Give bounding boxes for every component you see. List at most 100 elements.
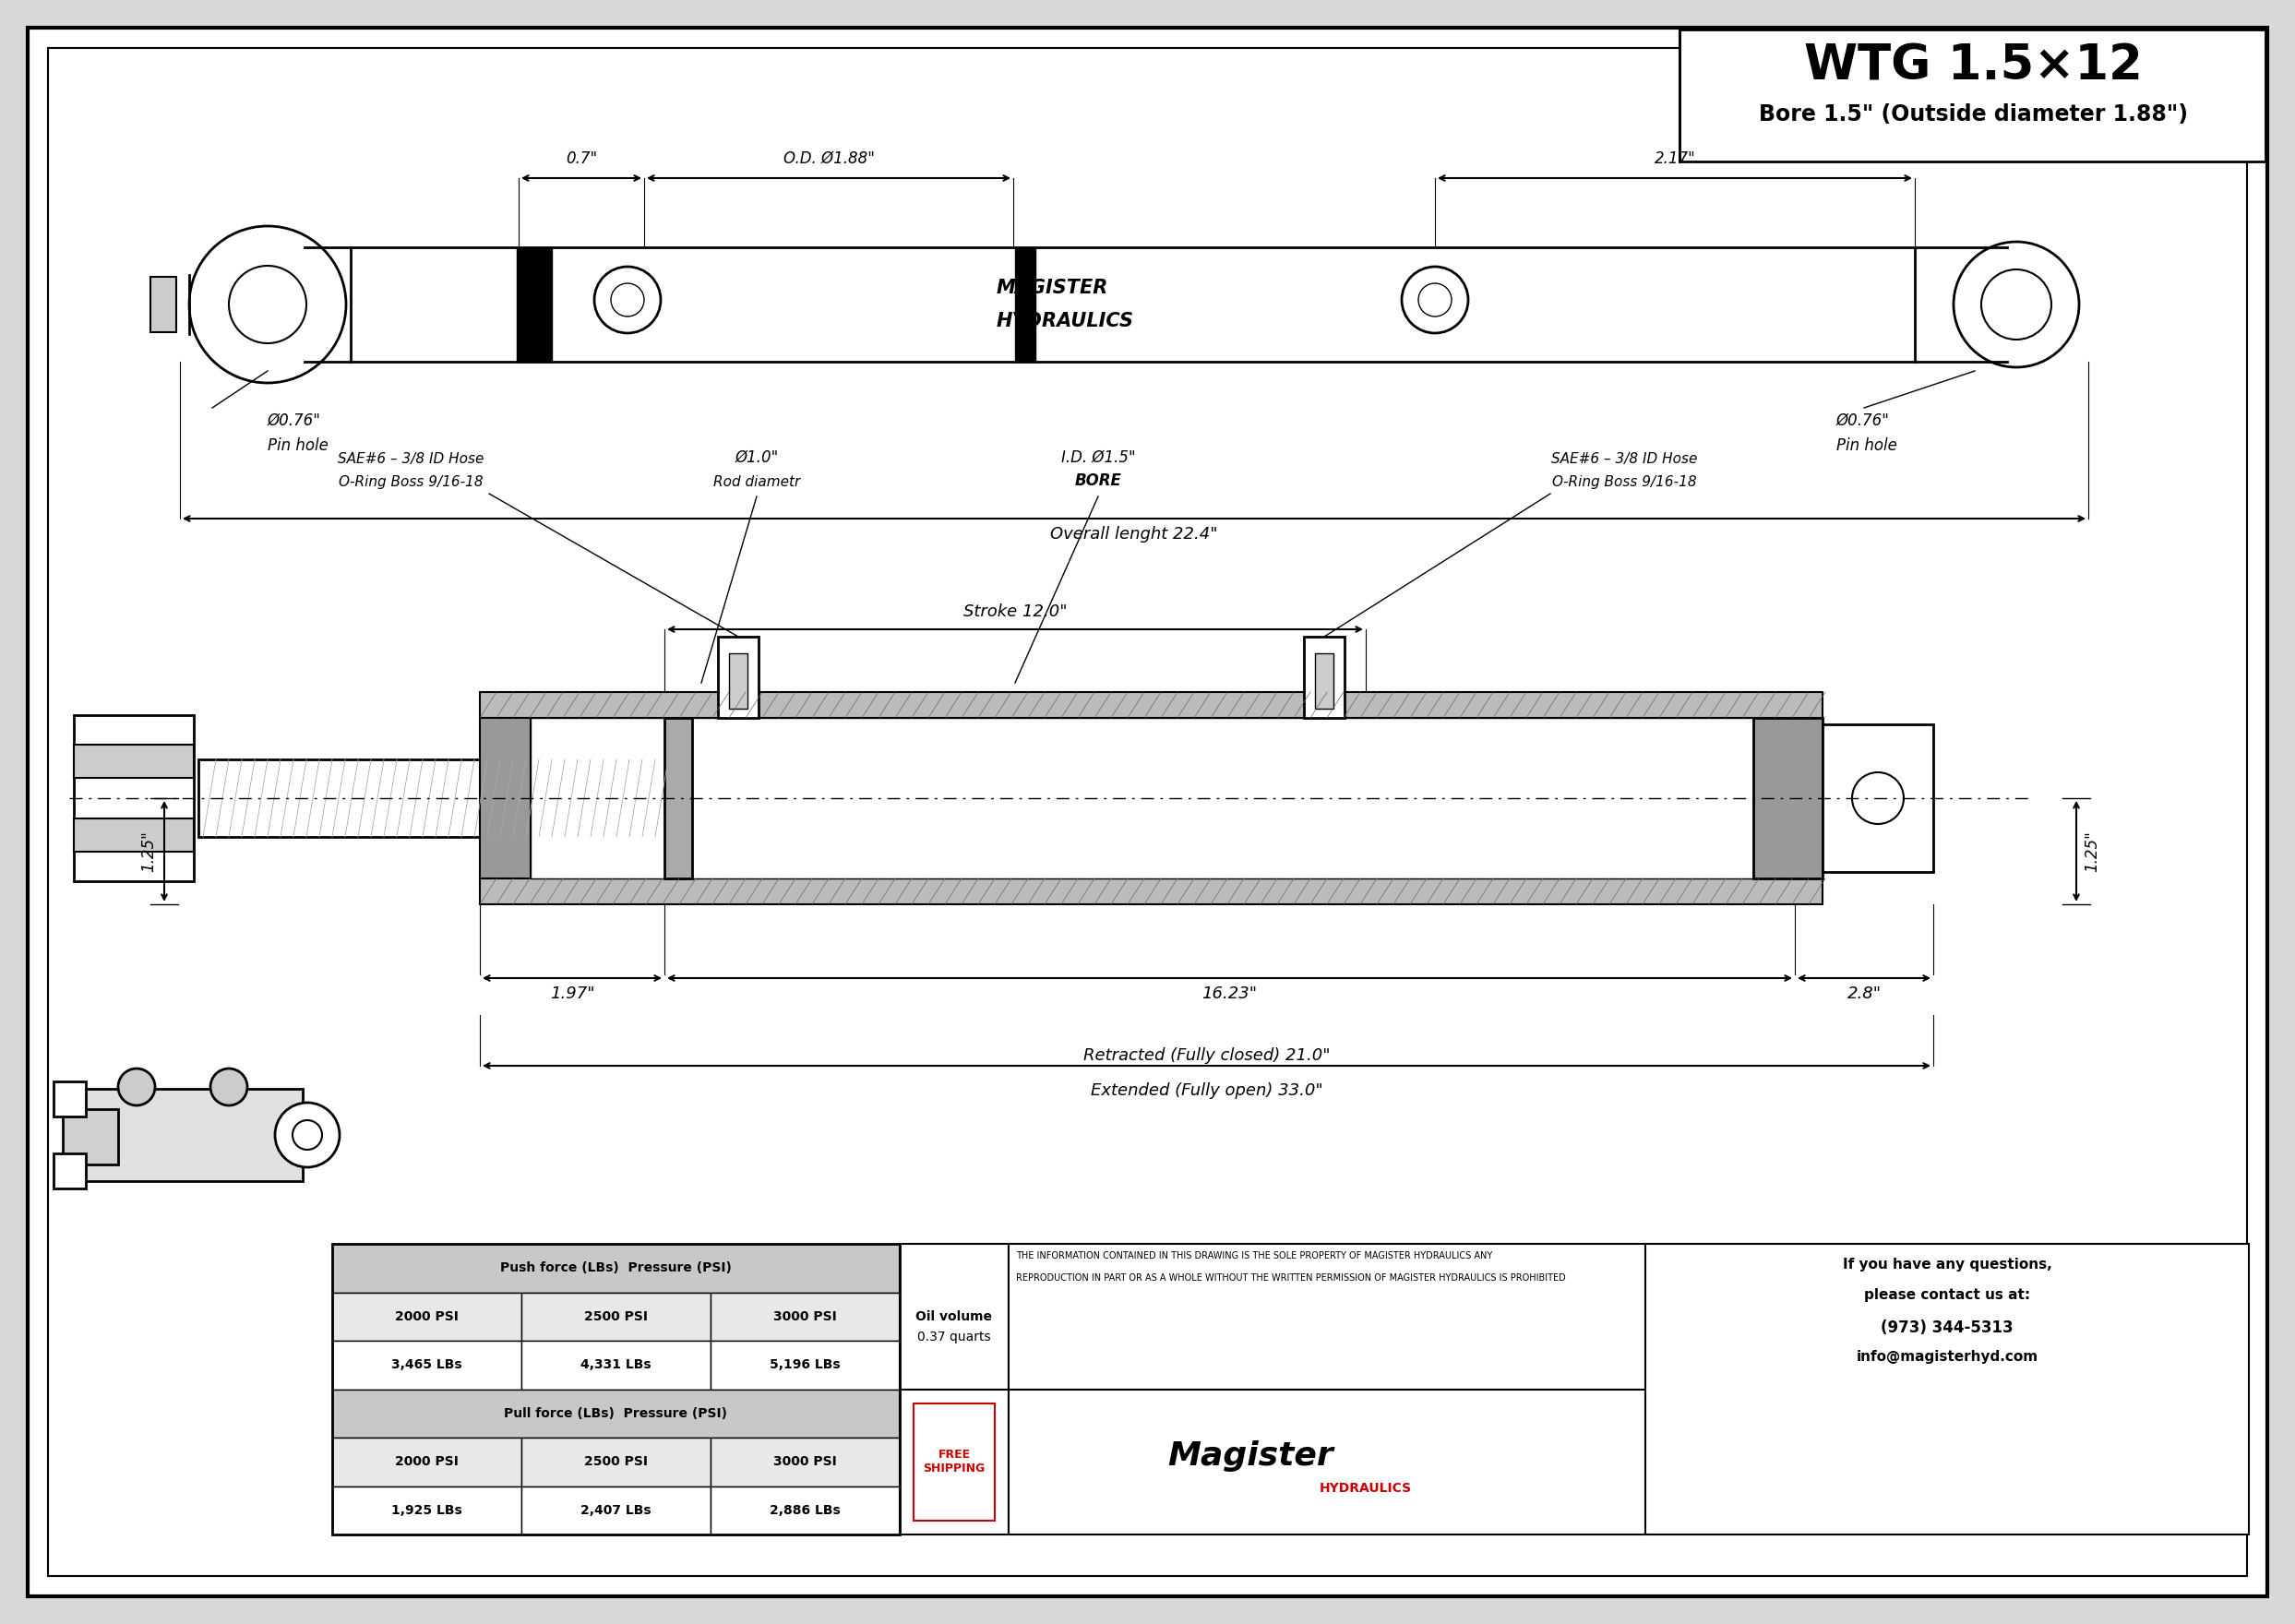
Text: 2500 PSI: 2500 PSI [585, 1455, 647, 1468]
Circle shape [1953, 242, 2079, 367]
Bar [53, 1082, 85, 1117]
Bar [80, 1088, 303, 1181]
Text: BORE: BORE [1074, 473, 1122, 489]
Bar [73, 715, 193, 882]
Text: info@magisterhyd.com: info@magisterhyd.com [1857, 1350, 2038, 1364]
Text: Bore 1.5" (Outside diameter 1.88"): Bore 1.5" (Outside diameter 1.88") [1758, 104, 2187, 125]
Text: Stroke 12.0": Stroke 12.0" [964, 604, 1067, 620]
Bar [333, 1244, 900, 1535]
Text: If you have any questions,: If you have any questions, [1843, 1257, 2052, 1272]
Text: REPRODUCTION IN PART OR AS A WHOLE WITHOUT THE WRITTEN PERMISSION OF MAGISTER HY: REPRODUCTION IN PART OR AS A WHOLE WITHO… [1017, 1273, 1565, 1283]
Bar [1646, 1244, 2249, 1535]
Circle shape [291, 1121, 321, 1150]
Circle shape [117, 1069, 156, 1106]
Bar [480, 692, 1822, 718]
Text: Ø0.76": Ø0.76" [269, 412, 321, 429]
Text: 3000 PSI: 3000 PSI [773, 1455, 838, 1468]
Bar [711, 1341, 900, 1389]
Text: THE INFORMATION CONTAINED IN THIS DRAWING IS THE SOLE PROPERTY OF MAGISTER HYDRA: THE INFORMATION CONTAINED IN THIS DRAWIN… [1017, 1250, 1492, 1260]
Bar [151, 276, 177, 333]
Bar [351, 247, 1914, 362]
Bar [521, 1293, 711, 1341]
Bar [718, 637, 760, 718]
Circle shape [188, 226, 347, 383]
Circle shape [1981, 270, 2052, 339]
Text: Ø0.76": Ø0.76" [1836, 412, 1889, 429]
Circle shape [1418, 283, 1450, 317]
Text: Oil volume: Oil volume [916, 1311, 991, 1324]
Text: SAE#6 – 3/8 ID Hose: SAE#6 – 3/8 ID Hose [1551, 451, 1698, 466]
Text: Extended (Fully open) 33.0": Extended (Fully open) 33.0" [1090, 1082, 1322, 1099]
Bar [333, 1389, 900, 1437]
Text: 2000 PSI: 2000 PSI [395, 1311, 459, 1324]
Text: O.D. Ø1.88": O.D. Ø1.88" [783, 151, 874, 167]
Text: 2,407 LBs: 2,407 LBs [581, 1504, 652, 1517]
Text: Push force (LBs)  Pressure (PSI): Push force (LBs) Pressure (PSI) [500, 1262, 732, 1275]
Bar [711, 1293, 900, 1341]
Text: please contact us at:: please contact us at: [1864, 1288, 2031, 1302]
Text: Pin hole: Pin hole [1836, 437, 1898, 455]
Bar [530, 718, 1753, 879]
Bar [1315, 653, 1333, 708]
Text: I.D. Ø1.5": I.D. Ø1.5" [1060, 450, 1136, 466]
Text: 2,886 LBs: 2,886 LBs [769, 1504, 840, 1517]
Bar [333, 1486, 521, 1535]
Text: Retracted (Fully closed) 21.0": Retracted (Fully closed) 21.0" [1083, 1047, 1331, 1064]
Bar [333, 1437, 521, 1486]
Text: 4,331 LBs: 4,331 LBs [581, 1359, 652, 1371]
Bar [73, 745, 193, 778]
Circle shape [275, 1103, 340, 1168]
Circle shape [594, 266, 661, 333]
Text: Magister: Magister [1168, 1440, 1333, 1471]
Text: O-Ring Boss 9/16-18: O-Ring Boss 9/16-18 [1551, 476, 1696, 489]
Bar [1753, 718, 1822, 879]
Text: 2.17": 2.17" [1655, 151, 1696, 167]
Text: 1.25": 1.25" [140, 830, 156, 872]
Text: O-Ring Boss 9/16-18: O-Ring Boss 9/16-18 [337, 476, 482, 489]
Text: (973) 344-5313: (973) 344-5313 [1882, 1319, 2013, 1337]
Text: 3,465 LBs: 3,465 LBs [392, 1359, 461, 1371]
Bar [1680, 29, 2265, 161]
Bar [62, 1109, 117, 1164]
Bar [1014, 247, 1035, 362]
Bar [666, 718, 693, 879]
Circle shape [1852, 773, 1905, 823]
Bar [516, 247, 551, 362]
Text: 0.7": 0.7" [565, 151, 597, 167]
Text: Pin hole: Pin hole [269, 437, 328, 455]
Text: 2500 PSI: 2500 PSI [585, 1311, 647, 1324]
Text: 2.8": 2.8" [1847, 986, 1882, 1002]
Text: Overall lenght 22.4": Overall lenght 22.4" [1051, 526, 1219, 542]
Bar [900, 1244, 1008, 1389]
Text: 1,925 LBs: 1,925 LBs [392, 1504, 461, 1517]
Text: 1.97": 1.97" [551, 986, 594, 1002]
Bar [333, 1244, 900, 1293]
Text: 1.25": 1.25" [2084, 830, 2100, 872]
Bar [1822, 724, 1932, 872]
Bar [711, 1437, 900, 1486]
Text: FREE
SHIPPING: FREE SHIPPING [923, 1449, 985, 1475]
Bar [1304, 637, 1345, 718]
Text: Rod diametr: Rod diametr [714, 476, 801, 489]
Text: HYDRAULICS: HYDRAULICS [1320, 1481, 1411, 1494]
Text: 2000 PSI: 2000 PSI [395, 1455, 459, 1468]
Bar [521, 1437, 711, 1486]
Text: 5,196 LBs: 5,196 LBs [769, 1359, 840, 1371]
Text: 3000 PSI: 3000 PSI [773, 1311, 838, 1324]
Bar [197, 760, 670, 836]
Text: WTG 1.5×12: WTG 1.5×12 [1804, 42, 2141, 89]
Circle shape [610, 283, 645, 317]
Text: SAE#6 – 3/8 ID Hose: SAE#6 – 3/8 ID Hose [337, 451, 484, 466]
Bar [1008, 1389, 1646, 1535]
Circle shape [1402, 266, 1469, 333]
Circle shape [230, 266, 305, 343]
Text: Ø1.0": Ø1.0" [734, 450, 778, 466]
Bar [333, 1293, 521, 1341]
Bar [521, 1341, 711, 1389]
Bar [521, 1486, 711, 1535]
Bar [711, 1486, 900, 1535]
Bar [730, 653, 748, 708]
Bar [73, 818, 193, 851]
Bar [913, 1403, 994, 1520]
Bar [53, 1153, 85, 1189]
